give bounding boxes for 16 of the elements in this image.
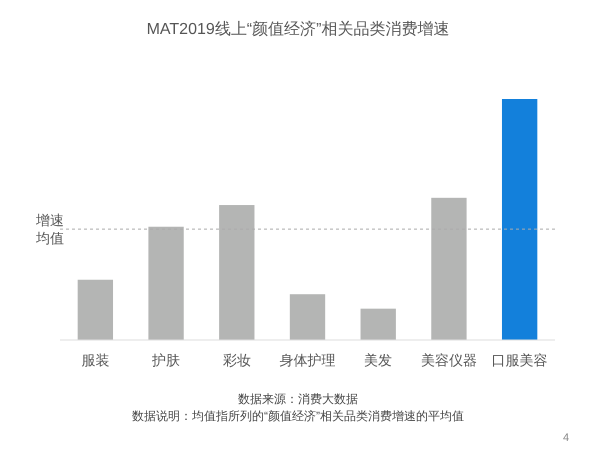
bar xyxy=(502,99,538,340)
text: 数据说明：均值指所列的“颜值经济”相关品类消费增速的平均值 xyxy=(132,409,464,423)
x-tick-label: 彩妆 xyxy=(222,352,251,368)
x-tick-label: 美发 xyxy=(364,352,392,368)
x-tick-label: 护肤 xyxy=(151,352,180,368)
bar xyxy=(360,308,396,340)
chart-title: MAT2019线上“颜值经济”相关品类消费增速 xyxy=(146,20,450,38)
x-tick-label: 口服美容 xyxy=(492,352,548,368)
source-note: 数据来源：消费大数据 xyxy=(238,392,358,406)
x-tick-label: 身体护理 xyxy=(280,352,336,368)
bar xyxy=(78,280,114,340)
bar xyxy=(290,294,326,340)
ref-line-label: 增速均值 xyxy=(35,212,64,246)
x-tick-label: 美容仪器 xyxy=(420,352,477,368)
x-tick-label: 服装 xyxy=(81,352,110,368)
text: 4 xyxy=(562,432,570,444)
